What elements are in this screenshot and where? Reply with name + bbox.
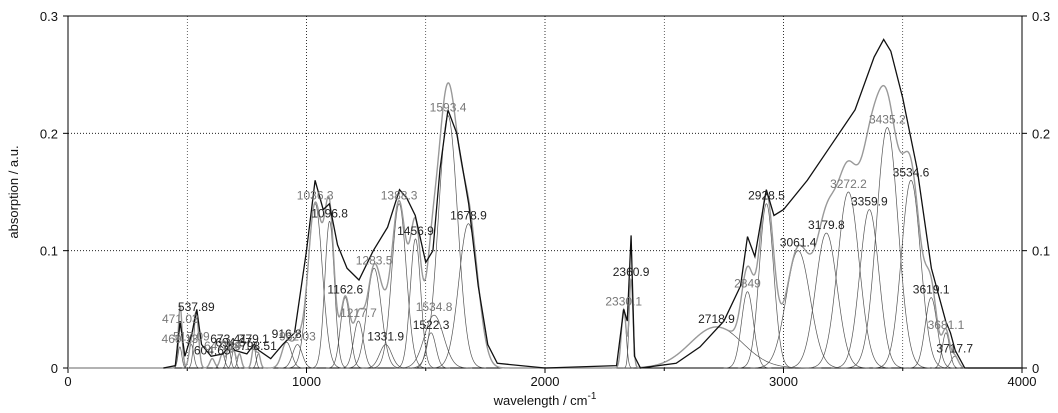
peak-label: 3717.7 bbox=[936, 341, 973, 355]
peak-label: 1036.3 bbox=[297, 189, 334, 203]
peak-label: 719.13 bbox=[221, 339, 258, 353]
peak-label: 604.65 bbox=[194, 344, 231, 358]
peak-label: 798.51 bbox=[240, 339, 277, 353]
fit-component bbox=[783, 232, 870, 369]
fit-component bbox=[181, 344, 201, 369]
peak-label: 3619.1 bbox=[913, 283, 950, 297]
peak-label: 1593.4 bbox=[430, 101, 467, 115]
fit-component bbox=[394, 238, 437, 369]
peak-label: 2718.9 bbox=[698, 312, 735, 326]
fit-component bbox=[250, 353, 267, 369]
fit-component bbox=[278, 344, 317, 369]
fit-component bbox=[430, 223, 507, 369]
fit-component bbox=[231, 353, 248, 369]
spectrum-line bbox=[163, 38, 1022, 369]
fit-component bbox=[411, 332, 451, 369]
peak-label: 469.13 bbox=[162, 332, 199, 346]
fit-component bbox=[361, 344, 410, 369]
peak-label: 3681.1 bbox=[928, 318, 965, 332]
peak-label: 673.41 bbox=[210, 332, 247, 346]
peak-label: 1678.9 bbox=[450, 209, 487, 223]
peak-label: 2330.1 bbox=[605, 294, 642, 308]
peak-label: 3359.9 bbox=[851, 195, 888, 209]
peak-label: 3272.2 bbox=[830, 177, 867, 191]
fit-component bbox=[805, 191, 892, 369]
peak-label: 517.09 bbox=[173, 330, 210, 344]
peak-label: 3179.8 bbox=[808, 218, 845, 232]
y-tick-label: 0 bbox=[51, 361, 58, 376]
peak-label: 1456.9 bbox=[397, 224, 434, 238]
peak-label: 962.03 bbox=[279, 330, 316, 344]
peak-label: 1162.6 bbox=[327, 283, 363, 297]
fit-component bbox=[831, 209, 908, 369]
fit-component bbox=[907, 297, 956, 369]
fit-component bbox=[611, 326, 822, 369]
fit-component bbox=[310, 220, 349, 369]
peak-label: 3534.6 bbox=[893, 165, 930, 179]
fit-component bbox=[723, 291, 772, 369]
peak-label: 916.8 bbox=[272, 327, 302, 341]
peak-label: 537.89 bbox=[178, 300, 215, 314]
y2-tick-label: 0.3 bbox=[1032, 9, 1050, 24]
y-tick-label: 0.1 bbox=[40, 244, 58, 259]
fit-component bbox=[326, 297, 365, 369]
fit-component bbox=[931, 332, 961, 369]
fit-component bbox=[844, 127, 931, 369]
x-tick-label: 0 bbox=[64, 374, 71, 389]
y-axis-title: absorption / a.u. bbox=[6, 145, 21, 238]
x-tick-label: 4000 bbox=[1008, 374, 1037, 389]
fit-component bbox=[395, 314, 473, 369]
peak-label: 1217.7 bbox=[340, 306, 377, 320]
peak-label: 1283.5 bbox=[356, 253, 393, 267]
peak-label: 1534.8 bbox=[416, 300, 453, 314]
fit-component bbox=[409, 115, 487, 369]
peak-label: 3435.2 bbox=[869, 112, 906, 126]
y2-tick-label: 0.2 bbox=[1032, 126, 1050, 141]
x-tick-label: 3000 bbox=[769, 374, 798, 389]
peak-label: 647.04 bbox=[204, 339, 241, 353]
y-tick-label: 0.3 bbox=[40, 9, 58, 24]
peak-label: 1388.3 bbox=[381, 189, 418, 203]
fit-component bbox=[872, 179, 950, 369]
y2-tick-label: 0.1 bbox=[1032, 244, 1050, 259]
peak-label: 471.03 bbox=[162, 312, 199, 326]
fit-component bbox=[345, 267, 403, 369]
peak-label: 694.67 bbox=[215, 335, 252, 349]
y2-tick-label: 0 bbox=[1032, 361, 1039, 376]
fit-component bbox=[339, 320, 378, 369]
y-tick-label: 0.2 bbox=[40, 126, 58, 141]
fit-component bbox=[737, 203, 796, 369]
x-tick-label: 1000 bbox=[292, 374, 321, 389]
peak-label: 779.1 bbox=[239, 332, 269, 346]
x-axis-title-main: wavelength / cm bbox=[493, 393, 588, 408]
peak-label: 2360.9 bbox=[613, 265, 650, 279]
fit-component bbox=[750, 250, 846, 369]
x-axis-title: wavelength / cm-1 bbox=[493, 391, 597, 408]
peak-label: 3061.4 bbox=[780, 236, 817, 250]
peak-label: 1096.8 bbox=[311, 206, 348, 220]
fit-component bbox=[370, 203, 428, 369]
peak-label: 2928.5 bbox=[748, 189, 785, 203]
x-axis-title-sup: -1 bbox=[588, 391, 597, 402]
peak-label: 2849 bbox=[734, 277, 761, 291]
x-tick-label: 2000 bbox=[531, 374, 560, 389]
peak-label: 1331.9 bbox=[367, 330, 404, 344]
peak-label: 1522.3 bbox=[413, 318, 450, 332]
